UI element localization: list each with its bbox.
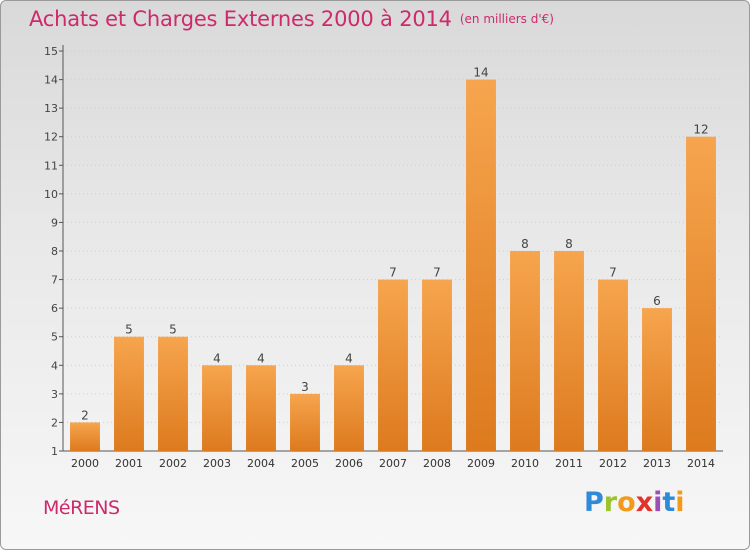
y-tick-label: 13 bbox=[44, 102, 58, 115]
y-tick-label: 7 bbox=[51, 274, 58, 287]
bar-value-label: 2 bbox=[81, 408, 89, 422]
bar bbox=[70, 422, 100, 451]
x-tick-label: 2012 bbox=[599, 457, 627, 470]
x-tick-label: 2000 bbox=[71, 457, 99, 470]
bar-value-label: 14 bbox=[473, 66, 488, 80]
bar-value-label: 4 bbox=[257, 351, 265, 365]
bar bbox=[158, 336, 188, 451]
y-tick-label: 2 bbox=[51, 416, 58, 429]
bar bbox=[290, 393, 320, 451]
commune-name: MéRENS bbox=[43, 497, 120, 519]
chart-title-block: Achats et Charges Externes 2000 à 2014 (e… bbox=[29, 7, 554, 31]
bar-value-label: 4 bbox=[345, 351, 353, 365]
logo-letter: i bbox=[653, 487, 663, 518]
logo-letter: t bbox=[662, 487, 676, 518]
bar bbox=[114, 336, 144, 451]
bar bbox=[422, 279, 452, 451]
x-tick-label: 2007 bbox=[379, 457, 407, 470]
bar bbox=[686, 136, 716, 451]
y-tick-label: 8 bbox=[51, 245, 58, 258]
y-tick-label: 12 bbox=[44, 131, 58, 144]
y-tick-label: 4 bbox=[51, 359, 58, 372]
bar-value-label: 8 bbox=[521, 237, 529, 251]
bar bbox=[554, 251, 584, 451]
bar-value-label: 7 bbox=[609, 266, 617, 280]
logo-letter: x bbox=[635, 487, 654, 518]
logo-letter: i bbox=[675, 487, 685, 518]
bar-value-label: 6 bbox=[653, 294, 661, 308]
chart-title-unit: (en milliers d'€) bbox=[459, 12, 554, 26]
chart-title: Achats et Charges Externes 2000 à 2014 bbox=[29, 7, 452, 31]
x-tick-label: 2006 bbox=[335, 457, 363, 470]
bar-value-label: 12 bbox=[693, 123, 708, 137]
y-tick-label: 14 bbox=[44, 74, 58, 87]
x-tick-label: 2011 bbox=[555, 457, 583, 470]
bar bbox=[334, 365, 364, 451]
x-tick-label: 2008 bbox=[423, 457, 451, 470]
x-tick-label: 2014 bbox=[687, 457, 715, 470]
x-tick-label: 2004 bbox=[247, 457, 275, 470]
bar bbox=[202, 365, 232, 451]
y-tick-label: 5 bbox=[51, 331, 58, 344]
bar-value-label: 5 bbox=[125, 323, 133, 337]
bar bbox=[510, 251, 540, 451]
bar bbox=[466, 79, 496, 452]
y-tick-label: 6 bbox=[51, 302, 58, 315]
y-tick-label: 3 bbox=[51, 388, 58, 401]
x-tick-label: 2009 bbox=[467, 457, 495, 470]
bar bbox=[598, 279, 628, 451]
y-tick-label: 9 bbox=[51, 216, 58, 229]
bar-value-label: 5 bbox=[169, 323, 177, 337]
bar-value-label: 7 bbox=[433, 266, 441, 280]
y-tick-label: 10 bbox=[44, 188, 58, 201]
bar bbox=[642, 308, 672, 451]
x-tick-label: 2005 bbox=[291, 457, 319, 470]
y-tick-label: 1 bbox=[51, 445, 58, 458]
logo-letter: r bbox=[603, 487, 618, 518]
bar bbox=[378, 279, 408, 451]
x-tick-label: 2003 bbox=[203, 457, 231, 470]
x-tick-label: 2002 bbox=[159, 457, 187, 470]
x-tick-label: 2001 bbox=[115, 457, 143, 470]
proxiti-logo: Proxiti bbox=[584, 487, 685, 518]
x-tick-label: 2010 bbox=[511, 457, 539, 470]
x-tick-label: 2013 bbox=[643, 457, 671, 470]
y-tick-label: 11 bbox=[44, 159, 58, 172]
logo-letter: o bbox=[617, 487, 636, 518]
logo-letter: P bbox=[584, 487, 604, 518]
bar bbox=[246, 365, 276, 451]
bar-value-label: 3 bbox=[301, 380, 309, 394]
y-tick-label: 15 bbox=[44, 45, 58, 58]
bar-value-label: 7 bbox=[389, 266, 397, 280]
bar-value-label: 4 bbox=[213, 351, 221, 365]
bar-value-label: 8 bbox=[565, 237, 573, 251]
